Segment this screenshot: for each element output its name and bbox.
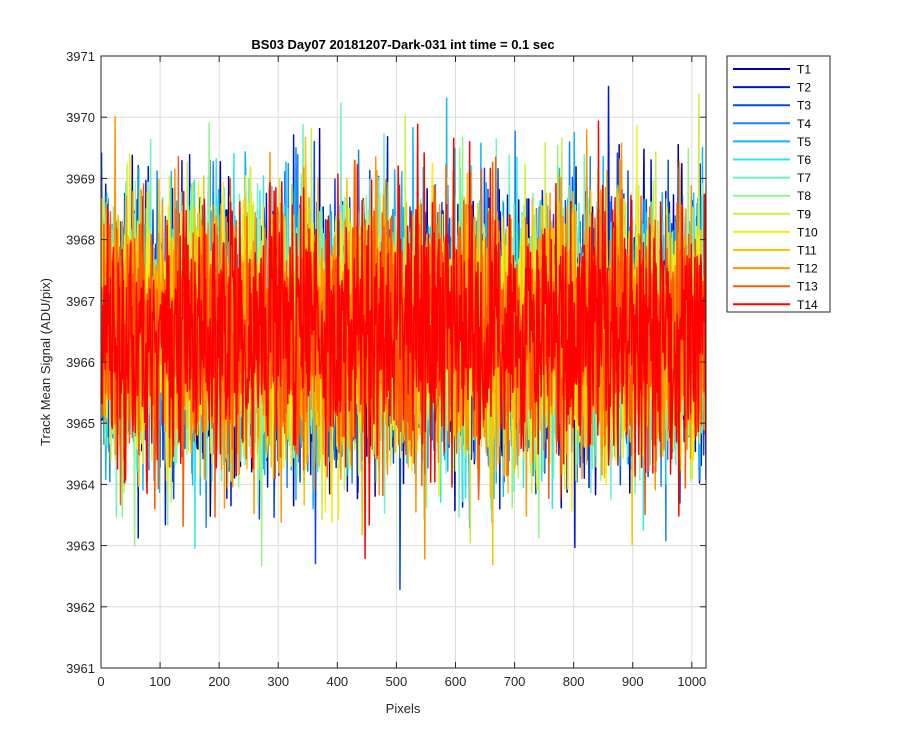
x-tick-label: 600 (445, 674, 467, 689)
x-tick-label: 800 (563, 674, 585, 689)
series-lines (101, 85, 706, 591)
legend-label-t14: T14 (797, 298, 818, 312)
x-tick-label: 900 (622, 674, 644, 689)
legend-label-t7: T7 (797, 171, 811, 185)
legend-label-t9: T9 (797, 207, 811, 221)
legend-label-t5: T5 (797, 135, 811, 149)
x-tick-label: 0 (97, 674, 104, 689)
chart-title: BS03 Day07 20181207-Dark-031 int time = … (251, 37, 554, 52)
y-tick-label: 3967 (66, 294, 95, 309)
legend-label-t6: T6 (797, 153, 811, 167)
y-tick-label: 3964 (66, 477, 95, 492)
legend-label-t4: T4 (797, 117, 811, 131)
y-tick-label: 3970 (66, 110, 95, 125)
x-tick-label: 500 (386, 674, 408, 689)
y-tick-label: 3963 (66, 539, 95, 554)
y-tick-label: 3961 (66, 661, 95, 676)
legend-label-t8: T8 (797, 189, 811, 203)
legend-label-t11: T11 (797, 244, 817, 258)
legend-label-t10: T10 (797, 225, 818, 239)
x-tick-label: 300 (267, 674, 289, 689)
y-tick-label: 3965 (66, 416, 95, 431)
y-tick-label: 3969 (66, 171, 95, 186)
y-tick-label: 3971 (66, 49, 95, 64)
x-axis-label: Pixels (386, 701, 421, 716)
legend-label-t13: T13 (797, 280, 818, 294)
legend-box (726, 55, 831, 313)
series-line-t14 (101, 120, 706, 560)
x-tick-label: 200 (208, 674, 230, 689)
y-tick-label: 3968 (66, 233, 95, 248)
y-tick-label: 3962 (66, 600, 95, 615)
legend-label-t1: T1 (797, 63, 811, 77)
y-tick-label: 3966 (66, 355, 95, 370)
legend-label-t12: T12 (797, 262, 818, 276)
y-axis-label: Track Mean Signal (ADU/pix) (38, 278, 53, 446)
x-tick-label: 1000 (677, 674, 706, 689)
x-tick-label: 100 (149, 674, 171, 689)
x-tick-label: 400 (326, 674, 348, 689)
legend-label-t2: T2 (797, 81, 811, 95)
x-tick-label: 700 (504, 674, 526, 689)
legend-label-t3: T3 (797, 99, 811, 113)
legend: T1 T2 T3 T4 T5 T6 T7 T8 T9 T10 T11 T12 T13 T14 (726, 55, 831, 313)
x-tick-labels: 0 100 200 300 400 500 600 700 800 900 1000 (97, 674, 706, 689)
y-tick-labels: 3961 3962 3963 3964 3965 3966 3967 3968 3969 3970… (66, 49, 95, 676)
axis-ticks (100, 55, 706, 669)
